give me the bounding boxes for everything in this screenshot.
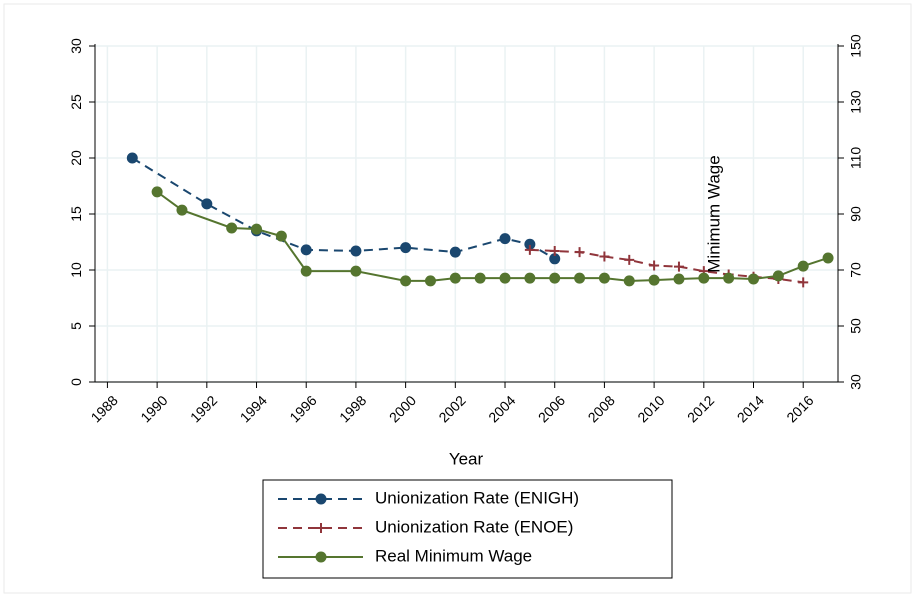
data-point bbox=[598, 272, 610, 284]
y-tick-label: 25 bbox=[68, 94, 84, 110]
data-point bbox=[623, 275, 635, 287]
data-point bbox=[524, 244, 535, 255]
legend-marker bbox=[315, 493, 327, 505]
data-point bbox=[275, 230, 287, 242]
data-point bbox=[449, 246, 461, 258]
y-tick-label: 0 bbox=[68, 378, 84, 386]
legend-label: Unionization Rate (ENOE) bbox=[375, 517, 573, 536]
data-point bbox=[574, 272, 586, 284]
data-point bbox=[549, 253, 561, 265]
legend-marker bbox=[316, 523, 326, 533]
data-point bbox=[300, 244, 312, 256]
y-tick-label: 30 bbox=[68, 38, 84, 54]
y2-tick-label: 90 bbox=[847, 206, 863, 222]
y2-tick-label: 130 bbox=[847, 90, 863, 114]
data-point bbox=[424, 275, 436, 287]
annotation: Minimum Wage bbox=[704, 155, 723, 272]
data-point bbox=[176, 204, 188, 216]
y-tick-label: 10 bbox=[68, 262, 84, 278]
data-point bbox=[499, 233, 511, 245]
y-tick-label: 5 bbox=[68, 322, 84, 330]
y2-tick-label: 50 bbox=[847, 318, 863, 334]
data-point bbox=[201, 198, 213, 210]
data-point bbox=[748, 273, 760, 285]
y2-tick-label: 70 bbox=[847, 262, 863, 278]
data-point bbox=[151, 186, 163, 198]
data-point bbox=[499, 272, 511, 284]
y2-tick-label: 110 bbox=[847, 147, 863, 170]
data-point bbox=[350, 245, 362, 257]
series-line bbox=[131, 157, 556, 260]
y2-tick-label: 150 bbox=[847, 34, 863, 58]
data-point bbox=[350, 265, 362, 277]
y-tick-label: 20 bbox=[68, 150, 84, 166]
x-axis-title: Year bbox=[449, 449, 484, 468]
data-point bbox=[649, 260, 660, 271]
data-point bbox=[599, 251, 610, 262]
data-point bbox=[549, 245, 560, 256]
legend-label: Unionization Rate (ENIGH) bbox=[375, 488, 579, 507]
data-point bbox=[772, 270, 784, 282]
data-point bbox=[797, 260, 809, 272]
y-tick-label: 15 bbox=[68, 206, 84, 222]
data-point bbox=[126, 152, 138, 164]
data-point bbox=[449, 272, 461, 284]
legend-marker bbox=[315, 551, 327, 563]
data-point bbox=[524, 238, 536, 250]
data-point bbox=[574, 247, 585, 258]
data-point bbox=[300, 265, 312, 277]
data-point bbox=[673, 273, 685, 285]
data-point bbox=[400, 242, 412, 254]
data-point bbox=[474, 272, 486, 284]
data-point bbox=[698, 272, 710, 284]
data-point bbox=[723, 272, 735, 284]
legend-label: Real Minimum Wage bbox=[375, 546, 532, 565]
data-point bbox=[549, 272, 561, 284]
data-point bbox=[798, 277, 809, 288]
data-point bbox=[822, 252, 834, 264]
data-point bbox=[524, 272, 536, 284]
data-point bbox=[673, 261, 684, 272]
data-point bbox=[251, 223, 263, 235]
data-point bbox=[624, 254, 635, 265]
data-point bbox=[226, 222, 238, 234]
data-point bbox=[400, 275, 412, 287]
y2-tick-label: 30 bbox=[847, 374, 863, 390]
data-point bbox=[648, 274, 660, 286]
